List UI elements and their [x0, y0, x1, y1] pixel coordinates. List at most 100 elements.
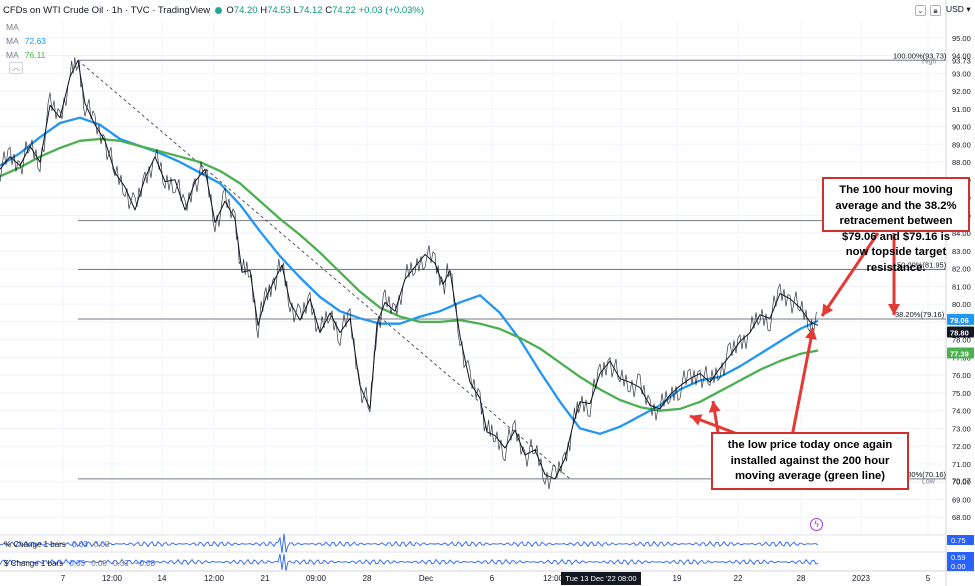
x-tick-label: 12:00 — [543, 574, 564, 583]
indicator-label: MA — [6, 36, 19, 46]
x-tick-label: 22 — [734, 574, 743, 583]
indicator-ma-3[interactable]: MA 76.11 — [6, 50, 45, 60]
y-tick-label: 75.00 — [952, 389, 971, 398]
pane-pct-change-legend[interactable]: % Change 1 bars 0.03 0.00 — [4, 540, 109, 549]
y-tick-label: 82.00 — [952, 265, 971, 274]
pane-value: 0.33 — [113, 559, 129, 568]
pane-value-badge — [947, 552, 974, 562]
y-tick-label: 68.00 — [952, 513, 971, 522]
arrow-to-fib-level-head — [888, 304, 900, 315]
currency-selector[interactable]: USD ▾ — [946, 4, 971, 14]
annotation-callout-support: the low price today once again installed… — [711, 432, 909, 490]
x-tick-label: 09:00 — [306, 574, 327, 583]
arrow-to-ma-resistance-head — [822, 303, 834, 316]
ohlc-close-label: C — [325, 5, 333, 16]
y-tick-label: 74.00 — [952, 407, 971, 416]
x-tick-label: 12:00 — [102, 574, 123, 583]
x-tick-label: Dec — [419, 574, 433, 583]
flash-icon[interactable]: ϟ — [810, 518, 823, 531]
indicator-label: MA — [6, 50, 19, 60]
pane-value: 0.03 — [72, 540, 88, 549]
indicator-value: 76.11 — [24, 50, 46, 60]
x-tick-label: 28 — [363, 574, 372, 583]
y-tick-label: 95.00 — [952, 34, 971, 43]
usd-change-line — [0, 553, 819, 571]
collapse-legend-button[interactable]: ︿ — [9, 62, 23, 74]
ohlc-open: 74.20 — [233, 5, 258, 16]
pane-value-text: 0.00 — [951, 562, 966, 571]
pane-value-badge — [947, 561, 974, 571]
pane-value-badge — [947, 535, 974, 545]
y-tick-label: 94.00 — [952, 52, 971, 61]
y-tick-label: 81.00 — [952, 282, 971, 291]
x-tick-label: 5 — [926, 574, 931, 583]
x-tick-label: 6 — [490, 574, 495, 583]
ohlc-low-label: L — [293, 5, 299, 16]
y-tick-label: 88.00 — [952, 158, 971, 167]
x-tick-label: 21 — [261, 574, 270, 583]
y-tick-label: 91.00 — [952, 105, 971, 114]
ohlc-close: 74.22 — [332, 5, 356, 16]
series-line-ma-green — [0, 137, 819, 412]
callout-text: The 100 hour moving average and the 38.2… — [835, 184, 957, 274]
pane-value-text: 0.59 — [951, 553, 966, 562]
arrow-to-200ma-low-head — [690, 414, 703, 426]
arrow-to-ma-resistance — [820, 232, 880, 317]
x-tick-label: 14 — [158, 574, 167, 583]
pane-label: $ Change 1 bars — [4, 559, 64, 568]
pane-value-text: 0.75 — [951, 536, 966, 545]
y-tick-label: 72.00 — [952, 442, 971, 451]
pane-value: −0.08 — [134, 559, 156, 568]
x-tick-label: 28 — [797, 574, 806, 583]
price-tag-value: 79.06 — [950, 316, 969, 325]
y-tick-label: 90.00 — [952, 123, 971, 132]
y-tick-label: 84.00 — [952, 229, 971, 238]
indicator-ma-2[interactable]: MA 72.63 — [6, 36, 46, 46]
indicator-label: MA — [6, 22, 19, 32]
ohlc-high: 74.53 — [267, 5, 291, 16]
indicator-value: 72.63 — [24, 36, 47, 46]
y-tick-label: 71.00 — [952, 460, 971, 469]
ohlc-change: +0.03 (+0.03%) — [358, 5, 425, 16]
fib-level-label: 38.20%(79.16) — [895, 310, 945, 319]
price-bars — [0, 57, 817, 490]
x-tick-label: 2023 — [852, 574, 870, 583]
price-tag-badge — [947, 313, 974, 325]
y-tick-label: 89.00 — [952, 140, 971, 149]
price-tag-label: High — [922, 58, 937, 65]
price-tag-value: 70.07 — [952, 476, 971, 485]
price-tag-badge — [947, 326, 974, 338]
chevron-down-icon[interactable]: ⌄ — [915, 5, 926, 16]
ohlc-low: 74.12 — [298, 5, 323, 16]
pane-label: % Change 1 bars — [4, 540, 66, 549]
ohlc-high-label: H — [260, 5, 268, 16]
price-tag-badge — [947, 347, 974, 359]
chart-legend-header[interactable]: CFDs on WTI Crude Oil · 1h · TVC · Tradi… — [3, 5, 424, 16]
pane-usd-change-legend[interactable]: $ Change 1 bars 0.03 0.00 0.33 −0.08 — [4, 559, 155, 568]
indicator-ma-1[interactable]: MA — [6, 22, 19, 32]
callout-text: the low price today once again installed… — [727, 439, 893, 482]
arrow-to-200ma-head — [805, 328, 817, 340]
lock-icon[interactable]: 🔒︎ — [930, 5, 941, 16]
currency-label: USD — [946, 4, 964, 14]
price-tag-value: 77.39 — [950, 349, 969, 358]
y-tick-label: 80.00 — [952, 300, 971, 309]
pane-value: 0.03 — [69, 559, 85, 568]
y-tick-label: 92.00 — [952, 87, 971, 96]
fib-level-label: 50.00%(81.95) — [897, 261, 947, 270]
arrow-to-200ma-low-2-head — [708, 401, 721, 413]
pane-value: 0.00 — [91, 559, 107, 568]
fib-level-label: 100.00%(93.73) — [893, 51, 947, 60]
market-status-icon — [214, 7, 222, 14]
y-tick-label: 93.00 — [952, 69, 971, 78]
pct-change-line — [0, 533, 819, 553]
y-tick-label: 70.00 — [952, 478, 971, 487]
symbol-title[interactable]: CFDs on WTI Crude Oil · 1h · TVC · Tradi… — [3, 5, 211, 16]
y-tick-label: 69.00 — [952, 495, 971, 504]
x-tick-label: 12:00 — [204, 574, 225, 583]
x-crosshair-label: Tue 13 Dec '22 08:00 — [565, 574, 636, 583]
x-tick-label: 7 — [61, 574, 66, 583]
y-tick-label: 73.00 — [952, 424, 971, 433]
